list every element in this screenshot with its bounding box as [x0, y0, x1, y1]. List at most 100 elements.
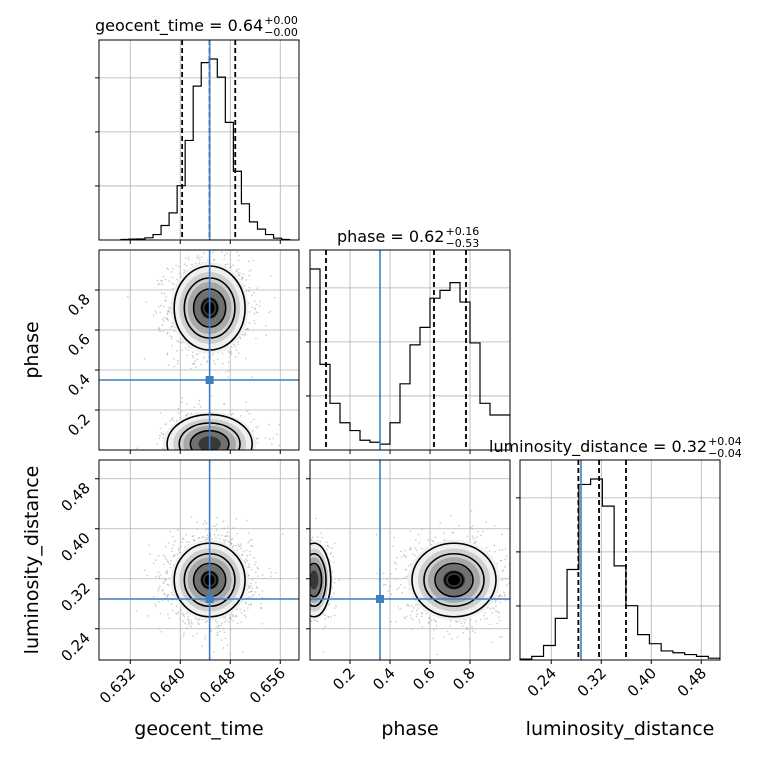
- truth-point: [205, 595, 214, 603]
- sample-point: [485, 547, 488, 549]
- sample-point: [255, 462, 257, 464]
- sample-point: [198, 451, 200, 453]
- sample-point: [227, 370, 230, 372]
- sample-point: [485, 521, 487, 523]
- sample-point: [203, 251, 205, 254]
- sample-point: [408, 548, 411, 551]
- sample-point: [256, 287, 259, 289]
- sample-point: [166, 312, 169, 314]
- sample-point: [186, 403, 188, 406]
- sample-point: [157, 587, 160, 590]
- sample-point: [233, 452, 235, 454]
- sample-point: [400, 556, 403, 559]
- sample-point: [230, 538, 233, 541]
- sample-point: [187, 349, 189, 351]
- sample-point: [476, 530, 479, 533]
- sample-point: [192, 356, 195, 359]
- sample-point: [248, 286, 251, 289]
- sample-point: [182, 471, 184, 473]
- sample-point: [443, 635, 445, 638]
- sample-point: [420, 612, 423, 614]
- sample-point: [184, 347, 187, 349]
- sample-point: [205, 621, 207, 624]
- sample-point: [201, 457, 203, 459]
- sample-point: [258, 304, 261, 307]
- sample-point: [206, 534, 209, 536]
- sample-point: [248, 586, 250, 589]
- hist-panel-phase: [310, 250, 510, 450]
- sample-point: [237, 450, 239, 452]
- sample-point: [190, 619, 192, 622]
- sample-point: [226, 454, 228, 456]
- sample-point: [250, 269, 252, 271]
- sample-point: [194, 617, 197, 620]
- sample-point: [166, 572, 168, 575]
- sample-point: [199, 453, 201, 455]
- sample-point: [498, 549, 501, 552]
- sample-point: [221, 450, 223, 452]
- sample-point: [171, 535, 174, 538]
- sample-point: [199, 461, 201, 463]
- sample-point: [472, 537, 474, 540]
- sample-point: [498, 611, 501, 614]
- sample-point: [198, 262, 200, 264]
- sample-point: [265, 456, 267, 458]
- sample-point: [269, 310, 272, 313]
- sample-point: [265, 334, 268, 337]
- sample-point: [166, 267, 168, 270]
- sample-point: [187, 256, 190, 259]
- sample-point: [161, 283, 164, 286]
- sample-point: [198, 399, 201, 402]
- sample-point: [193, 452, 195, 454]
- sample-point: [197, 537, 200, 539]
- sample-point: [244, 331, 246, 334]
- sample-point: [255, 337, 257, 340]
- sample-point: [161, 280, 163, 282]
- sample-point: [204, 635, 207, 637]
- sample-point: [190, 412, 193, 415]
- sample-point: [183, 468, 185, 470]
- sample-point: [435, 624, 438, 627]
- sample-point: [172, 594, 174, 597]
- sample-point: [224, 263, 226, 266]
- sample-point: [199, 467, 201, 469]
- panel-frame-luminosity_distance: [519, 459, 721, 661]
- sample-point: [241, 463, 243, 465]
- sample-point: [504, 547, 507, 550]
- sample-point: [206, 463, 208, 465]
- sample-point: [173, 357, 175, 360]
- sample-point: [418, 621, 421, 624]
- sample-point: [157, 589, 160, 592]
- sample-point: [225, 619, 228, 621]
- sample-point: [504, 558, 507, 560]
- sample-point: [237, 463, 239, 465]
- sample-point: [191, 354, 194, 357]
- sample-point: [244, 602, 247, 605]
- sample-point: [256, 575, 259, 577]
- sample-point: [158, 576, 160, 579]
- sample-point: [167, 542, 170, 544]
- sample-point: [172, 609, 174, 612]
- sample-point: [225, 463, 227, 465]
- sample-point: [491, 607, 494, 609]
- sample-point: [399, 607, 401, 610]
- sample-point: [197, 458, 199, 460]
- sample-point: [216, 523, 218, 525]
- sample-point: [159, 427, 162, 430]
- sample-point: [206, 538, 209, 541]
- sample-point: [404, 617, 406, 620]
- sample-point: [174, 450, 176, 452]
- sample-point: [433, 629, 435, 631]
- sample-point: [216, 516, 218, 519]
- sample-point: [499, 601, 501, 604]
- sample-point: [179, 454, 181, 456]
- sample-point: [193, 406, 196, 409]
- sample-point: [167, 268, 169, 271]
- sample-point: [171, 276, 174, 279]
- sample-point: [202, 523, 205, 525]
- sample-point: [159, 627, 161, 630]
- sample-point: [195, 456, 197, 458]
- sample-point: [192, 472, 194, 474]
- sample-point: [207, 450, 209, 452]
